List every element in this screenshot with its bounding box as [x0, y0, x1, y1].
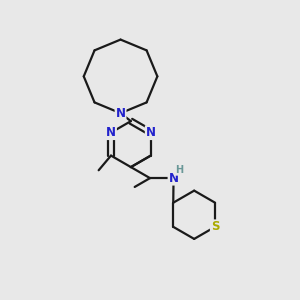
Text: N: N — [116, 107, 126, 120]
Text: N: N — [106, 126, 116, 139]
Text: N: N — [146, 126, 156, 139]
Text: H: H — [175, 165, 183, 175]
Text: S: S — [211, 220, 219, 233]
Text: N: N — [169, 172, 178, 184]
